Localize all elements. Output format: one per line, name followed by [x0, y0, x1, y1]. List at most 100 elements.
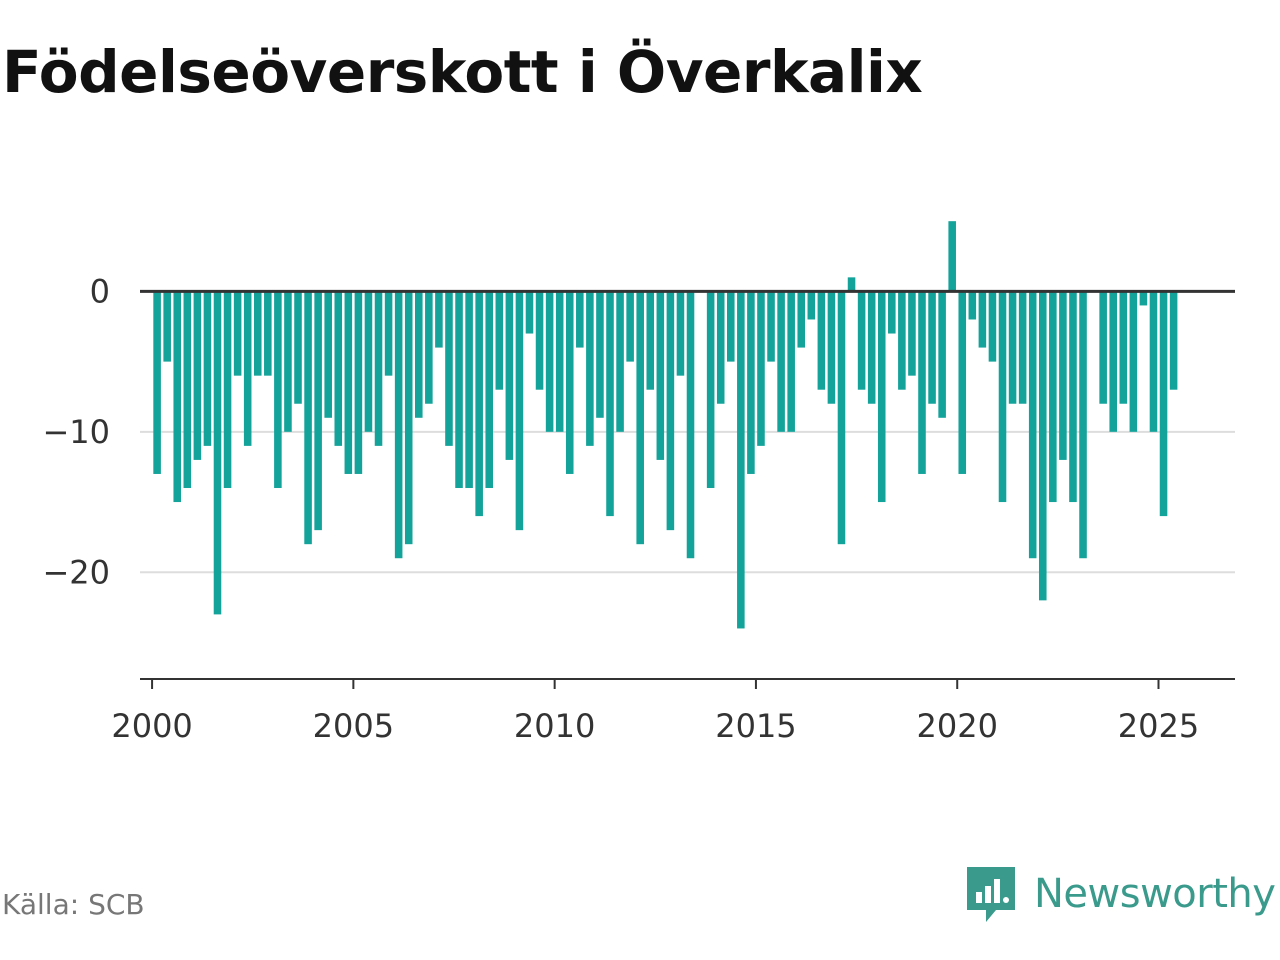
- bar-chart: 0 −10 −20 2000 2005 2010 2015 2020 2025: [42, 221, 1235, 745]
- bar: [243, 291, 252, 446]
- bar: [495, 291, 504, 390]
- bar: [686, 291, 695, 559]
- bar: [777, 291, 785, 432]
- bar: [948, 221, 956, 292]
- bar: [1129, 291, 1138, 432]
- bar: [837, 291, 846, 545]
- bar: [787, 291, 795, 432]
- bar: [153, 291, 161, 474]
- brand-name: Newsworthy: [1034, 871, 1276, 917]
- bar: [767, 291, 775, 362]
- bar: [163, 291, 171, 362]
- bar: [435, 291, 443, 348]
- bar: [364, 291, 373, 432]
- bar: [656, 291, 665, 460]
- bar: [646, 291, 655, 390]
- chart-title: Födelseöverskott i Överkalix: [2, 38, 923, 106]
- bar: [284, 291, 292, 432]
- x-tick-label: 2025: [1118, 707, 1199, 745]
- bar: [264, 291, 272, 376]
- bar: [324, 291, 332, 418]
- source-label: Källa: SCB: [2, 888, 145, 921]
- bar: [475, 291, 483, 517]
- bar: [213, 291, 222, 615]
- bar: [797, 291, 806, 348]
- x-tick-label: 2010: [514, 707, 595, 745]
- bar: [1149, 291, 1158, 432]
- x-axis-ticks: 2000 2005 2010 2015 2020 2025: [111, 679, 1199, 745]
- bar: [525, 291, 534, 334]
- bar: [274, 291, 282, 489]
- y-tick-label: 0: [90, 272, 110, 310]
- bar: [354, 291, 363, 474]
- bar: [334, 291, 343, 446]
- bar: [1069, 291, 1077, 503]
- bar: [706, 291, 715, 489]
- bar: [757, 291, 765, 446]
- bar: [344, 291, 353, 474]
- y-tick-label: −20: [42, 553, 110, 591]
- y-tick-label: −10: [42, 413, 110, 451]
- bar: [1018, 291, 1027, 404]
- bars: [153, 221, 1178, 629]
- x-tick-label: 2005: [313, 707, 394, 745]
- bar: [847, 277, 856, 292]
- bar: [1159, 291, 1168, 517]
- bar: [616, 291, 624, 432]
- bar: [857, 291, 866, 390]
- bar: [445, 291, 453, 446]
- bar: [203, 291, 212, 446]
- bar: [666, 291, 675, 531]
- bar: [183, 291, 192, 489]
- bar: [918, 291, 926, 474]
- bar: [535, 291, 544, 390]
- bar: [958, 291, 967, 474]
- bar: [314, 291, 322, 531]
- bar: [908, 291, 916, 376]
- bar: [294, 291, 302, 404]
- bar: [193, 291, 202, 460]
- bar: [968, 291, 977, 320]
- bar: [827, 291, 836, 404]
- bar: [988, 291, 997, 362]
- x-tick-label: 2020: [917, 707, 998, 745]
- bar: [384, 291, 393, 376]
- bar: [505, 291, 514, 460]
- bar: [726, 291, 735, 362]
- bar: [1099, 291, 1107, 404]
- bar: [807, 291, 816, 320]
- bar: [455, 291, 463, 489]
- x-tick-label: 2000: [111, 707, 192, 745]
- bar: [223, 291, 232, 489]
- bar: [415, 291, 423, 418]
- bar: [998, 291, 1007, 503]
- bar: [465, 291, 473, 489]
- bar: [938, 291, 946, 418]
- bar: [485, 291, 494, 489]
- bar: [576, 291, 584, 348]
- bar: [1059, 291, 1067, 460]
- bar: [877, 291, 886, 503]
- bar: [304, 291, 312, 545]
- bar: [374, 291, 383, 446]
- bar: [565, 291, 574, 474]
- bar: [606, 291, 614, 517]
- bar: [394, 291, 403, 559]
- bar: [173, 291, 182, 503]
- bar: [596, 291, 604, 418]
- bar: [737, 291, 745, 629]
- bar: [626, 291, 634, 362]
- bar: [928, 291, 936, 404]
- bar: [1038, 291, 1047, 601]
- newsworthy-logo-icon: [967, 867, 1015, 922]
- bar: [545, 291, 554, 432]
- brand-logo[interactable]: Newsworthy: [964, 864, 1276, 924]
- bar: [1169, 291, 1178, 390]
- bar: [1049, 291, 1057, 503]
- bar: [817, 291, 826, 390]
- bar: [1079, 291, 1087, 559]
- bar: [867, 291, 876, 404]
- bar: [978, 291, 987, 348]
- bar: [676, 291, 685, 376]
- bar: [898, 291, 906, 390]
